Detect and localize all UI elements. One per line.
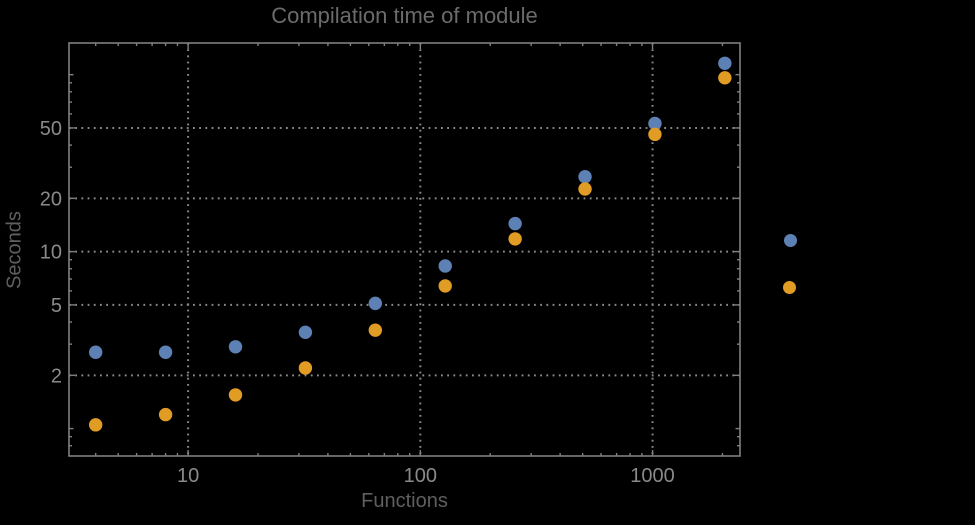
legend-marker-series-1-icon	[784, 234, 797, 247]
data-point-series-1	[508, 216, 522, 231]
data-point-series-1	[298, 325, 313, 340]
x-tick-label: 1000	[630, 465, 675, 487]
x-tick-label: 10	[177, 465, 199, 487]
x-axis-label: Functions	[361, 490, 448, 512]
data-point-series-2	[578, 182, 592, 196]
chart-title: Compilation time of module	[271, 3, 538, 28]
data-point-series-1	[158, 345, 173, 359]
data-point-series-1	[228, 340, 243, 354]
data-point-series-2	[438, 279, 452, 293]
data-point-series-1	[88, 345, 103, 359]
data-point-series-2	[368, 323, 383, 337]
data-point-series-2	[158, 407, 173, 422]
y-tick-label: 5	[51, 295, 62, 317]
data-point-series-1	[578, 170, 592, 184]
y-tick-label: 10	[40, 242, 62, 264]
data-point-series-1	[648, 116, 662, 131]
data-point-series-1	[718, 56, 732, 70]
data-point-series-2	[88, 418, 103, 432]
data-point-series-2	[718, 71, 732, 85]
legend-marker-series-2-icon	[783, 281, 796, 294]
data-point-series-1	[368, 296, 383, 311]
data-point-series-2	[508, 232, 522, 246]
x-tick-label: 100	[404, 465, 437, 487]
data-point-series-2	[228, 388, 243, 402]
data-point-series-2	[648, 127, 662, 142]
y-tick-label: 2	[51, 365, 62, 387]
data-point-series-2	[298, 361, 313, 375]
y-tick-label: 50	[40, 118, 62, 140]
y-tick-label: 20	[40, 188, 62, 210]
data-point-series-1	[438, 259, 452, 273]
plot-frame	[68, 42, 741, 457]
